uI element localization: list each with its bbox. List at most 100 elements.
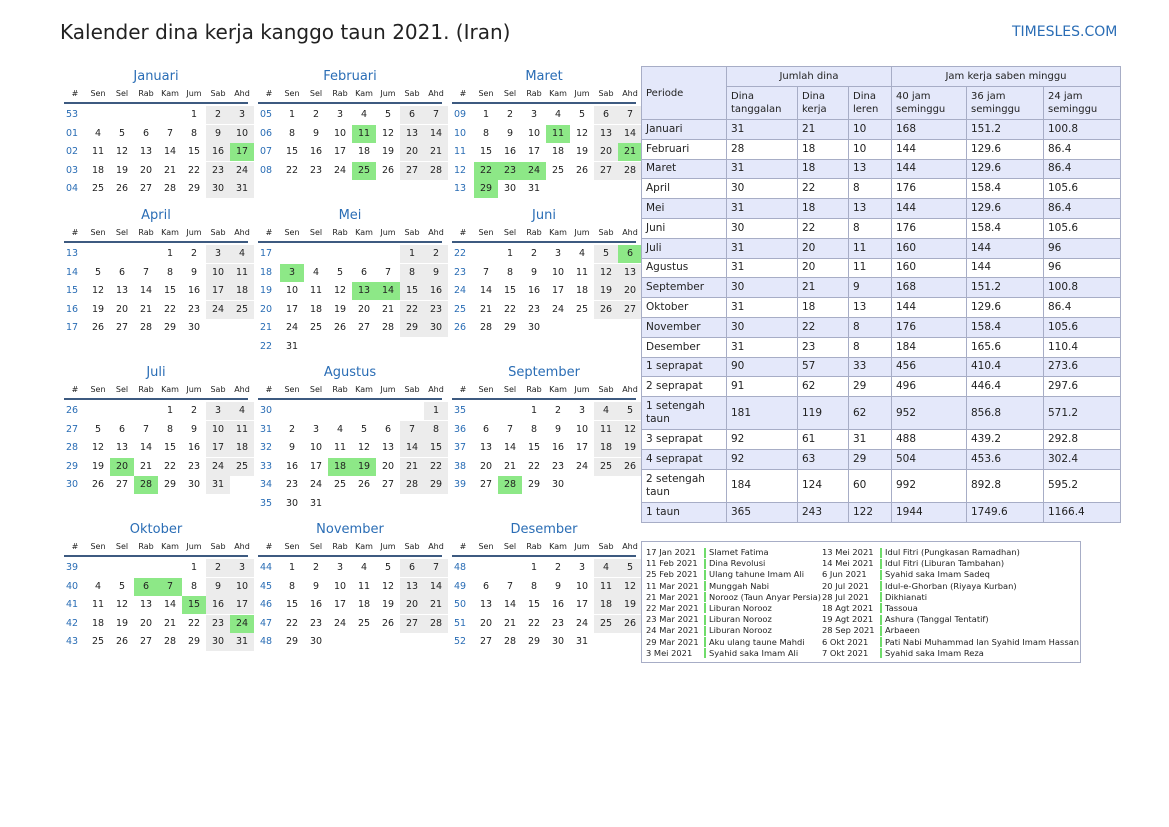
- day-cell: 11: [230, 263, 254, 282]
- day-cell: 11: [333, 442, 347, 453]
- day-cell: 23: [551, 617, 565, 629]
- weekday-header: Sel: [309, 385, 323, 394]
- week-number: 15: [66, 285, 79, 296]
- day-cell: 27: [381, 479, 395, 490]
- table-cell: 18: [797, 198, 849, 219]
- day-cell: 4: [230, 402, 254, 420]
- holiday-item: 28 Jul 2021 Dikhianati: [822, 592, 1079, 603]
- day-cell: 20: [618, 282, 642, 300]
- weekday-header: Sel: [309, 542, 323, 551]
- day-cell: 8: [506, 266, 514, 278]
- day-cell: 31: [230, 180, 254, 198]
- day-cell: 26: [618, 457, 642, 476]
- table-cell: 31: [726, 297, 798, 318]
- weekday-header: Jum: [186, 542, 202, 551]
- table-cell: 86.4: [1043, 158, 1121, 180]
- day-cell: 28: [498, 476, 522, 494]
- weekday-header: Jum: [380, 89, 396, 98]
- table-cell: 31: [726, 237, 798, 259]
- table-cell: 952: [891, 396, 967, 431]
- day-cell: 1: [506, 248, 514, 259]
- weekday-header: Sab: [598, 385, 614, 394]
- row-label: November: [641, 316, 727, 338]
- day-cell: 11: [352, 124, 376, 143]
- table-cell: 31: [726, 198, 798, 219]
- table-cell: 11: [848, 237, 892, 259]
- table-cell: 86.4: [1043, 138, 1121, 160]
- table-cell: 168: [891, 119, 967, 140]
- day-cell: 13: [139, 599, 153, 610]
- day-cell: 14: [479, 285, 493, 296]
- empty-cell: [352, 338, 376, 356]
- table-cell: 144: [891, 138, 967, 160]
- week-number: 17: [260, 248, 273, 259]
- day-cell: 20: [110, 457, 134, 476]
- empty-cell: [618, 319, 642, 337]
- day-cell: 8: [190, 580, 198, 592]
- empty-cell: [546, 180, 570, 198]
- day-cell: 2: [312, 562, 320, 573]
- day-cell: 20: [139, 617, 153, 629]
- empty-cell: [304, 338, 328, 356]
- day-cell: 4: [594, 559, 618, 577]
- weekday-header: Kam: [549, 89, 567, 98]
- holiday-marker: [880, 558, 882, 569]
- empty-cell: [304, 402, 328, 420]
- day-cell: 10: [527, 127, 541, 139]
- month-name: Juni: [532, 208, 556, 223]
- week-number: 22: [260, 340, 273, 352]
- month-agustus: Agustus # Sen Sel Rab Kam Jum Sab Ahd 30 1 31 2 3 4 5 6 7…: [258, 364, 448, 511]
- day-cell: 6: [118, 423, 126, 435]
- table-cell: 92: [726, 429, 798, 450]
- week-number: 02: [66, 146, 79, 157]
- holiday-item: 24 Mar 2021 Liburan Norooz: [646, 625, 821, 636]
- day-cell: 27: [115, 479, 129, 490]
- week-number: 33: [260, 460, 273, 472]
- weekday-header: Kam: [549, 228, 567, 237]
- day-cell: 5: [118, 580, 126, 592]
- day-cell: 19: [91, 303, 105, 315]
- day-cell: 15: [182, 596, 206, 614]
- day-cell: 24: [551, 303, 565, 315]
- week-number: 03: [66, 164, 79, 176]
- header-divider: [452, 555, 636, 557]
- day-cell: 31: [527, 183, 541, 194]
- day-cell: 19: [618, 596, 642, 614]
- empty-cell: [110, 559, 134, 577]
- header-divider: [452, 102, 636, 104]
- day-cell: 10: [206, 420, 230, 439]
- holiday-name: Idul-e-Ghorban (Riyaya Kurban): [885, 580, 1017, 591]
- weekday-header: Ahd: [234, 542, 250, 551]
- table-cell: 158.4: [966, 178, 1044, 200]
- day-cell: 4: [336, 423, 344, 435]
- brand-link[interactable]: TIMESLES.COM: [1012, 24, 1118, 40]
- day-cell: 16: [551, 442, 565, 453]
- holiday-item: 21 Mar 2021 Norooz (Taun Anyar Persia): [646, 592, 821, 603]
- week-number-header: #: [71, 542, 79, 551]
- row-label: Mei: [641, 198, 727, 219]
- empty-cell: [352, 402, 376, 420]
- day-cell: 6: [384, 423, 392, 435]
- subheader-cell: 24 jam seminggu: [1043, 86, 1121, 120]
- day-cell: 26: [91, 479, 105, 490]
- weekday-header: Sab: [598, 89, 614, 98]
- table-cell: 292.8: [1043, 429, 1121, 450]
- month-name: Mei: [338, 208, 362, 223]
- table-cell: 8: [848, 217, 892, 239]
- table-row: Januari 31 21 10 168 151.2 100.8: [641, 119, 1121, 140]
- day-cell: 11: [357, 580, 371, 592]
- week-number-header: #: [459, 89, 467, 98]
- empty-cell: [328, 338, 352, 356]
- day-cell: 12: [115, 599, 129, 610]
- month-mei: Mei # Sen Sel Rab Kam Jum Sab Ahd 17 1 2 18 3 4 5 6 7 8 9 19…: [258, 207, 448, 356]
- day-cell: 15: [285, 599, 299, 610]
- table-cell: 184: [726, 468, 798, 503]
- holiday-item: 3 Mei 2021 Syahid saka Imam Ali: [646, 648, 821, 659]
- day-cell: 8: [190, 127, 198, 139]
- week-number-header: #: [265, 228, 273, 237]
- row-label: September: [641, 277, 727, 299]
- day-cell: 27: [618, 300, 642, 319]
- day-cell: 11: [230, 420, 254, 439]
- weekday-header: Sab: [598, 228, 614, 237]
- day-cell: 31: [206, 476, 230, 494]
